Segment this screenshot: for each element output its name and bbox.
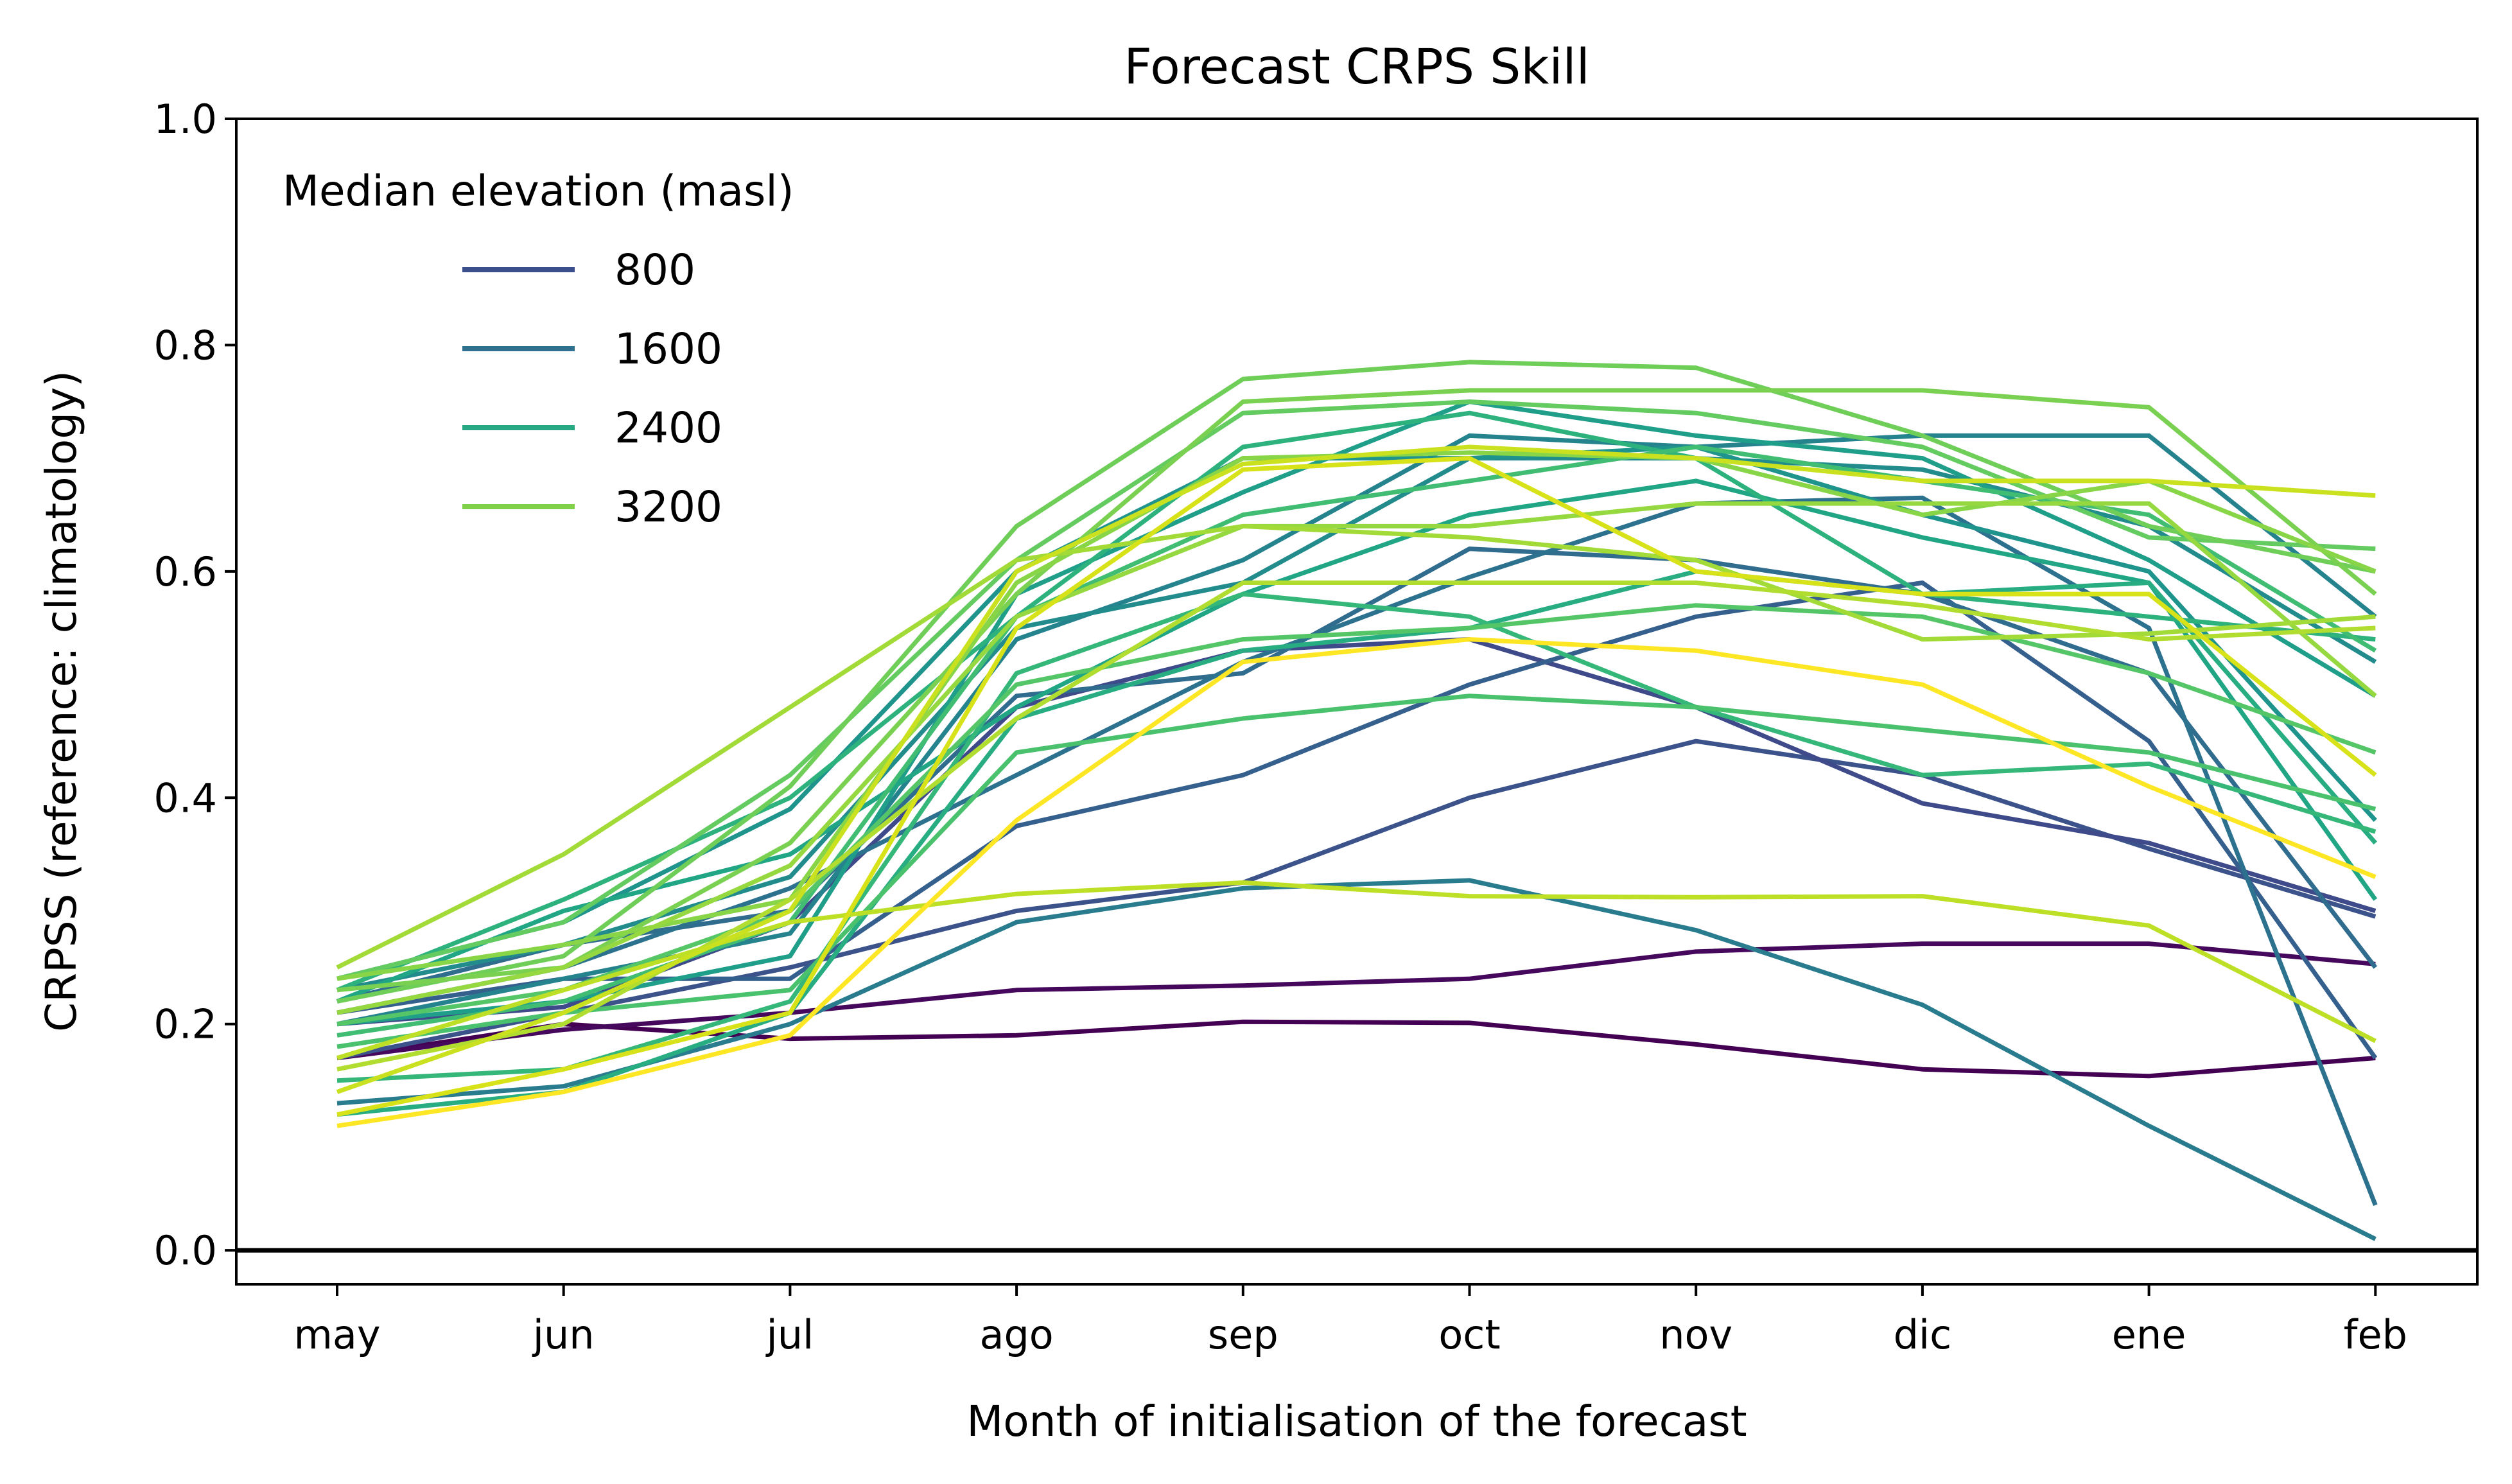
- x-tick-label: ago: [979, 1311, 1053, 1358]
- series-line-1: [336, 941, 2376, 1061]
- x-axis: may jun jul ago sep oct nov dic ene feb: [293, 1284, 2407, 1358]
- x-tick-label: ene: [2112, 1311, 2186, 1358]
- x-tick-label: jun: [532, 1311, 595, 1358]
- x-tick-label: may: [293, 1311, 380, 1358]
- series-line-3: [336, 637, 2377, 1027]
- series-line-12: [336, 478, 2378, 1004]
- series-line-27: [336, 444, 2376, 1094]
- series-line-17: [336, 694, 2377, 1049]
- series-line-24: [336, 523, 2376, 970]
- series-line-26: [336, 880, 2377, 1060]
- plot-lines: [336, 360, 2378, 1241]
- series-line-18: [336, 603, 2377, 1027]
- series-line-6: [336, 495, 2378, 1206]
- series-line-7: [336, 878, 2377, 1241]
- series-line-15: [336, 591, 2377, 1083]
- x-axis-label: Month of initialisation of the forecast: [966, 1397, 1747, 1446]
- series-line-21: [336, 388, 2377, 993]
- x-tick-label: jul: [765, 1311, 814, 1358]
- x-tick-label: oct: [1438, 1311, 1500, 1358]
- y-axis-label: CRPSS (reference: climatology): [37, 371, 86, 1032]
- legend-title: Median elevation (masl): [283, 166, 794, 216]
- legend-label: 2400: [615, 403, 722, 453]
- y-axis: 0.0 0.2 0.4 0.6 0.8 1.0: [153, 96, 236, 1274]
- series-line-10: [336, 444, 2377, 981]
- y-tick-label: 0.8: [153, 322, 217, 369]
- y-tick-label: 0.0: [153, 1227, 217, 1274]
- x-tick-label: feb: [2344, 1311, 2407, 1358]
- y-tick-label: 0.6: [153, 548, 217, 595]
- x-tick-label: nov: [1659, 1311, 1732, 1358]
- series-line-2: [336, 738, 2377, 1061]
- series-line-19: [336, 399, 2376, 981]
- series-line-0: [336, 1019, 2376, 1079]
- series-line-28: [336, 456, 2377, 1117]
- series-line-23: [336, 501, 2377, 1015]
- y-tick-label: 0.2: [153, 1001, 217, 1048]
- series-line-11: [336, 399, 2377, 1027]
- plot-frame: [235, 118, 2479, 1286]
- y-tick-label: 1.0: [153, 96, 217, 143]
- x-tick-label: sep: [1208, 1311, 1278, 1358]
- x-tick-label: dic: [1894, 1311, 1952, 1358]
- y-tick-label: 0.4: [153, 774, 217, 821]
- legend-label: 3200: [615, 482, 722, 532]
- legend-label: 800: [615, 245, 695, 295]
- legend-entries: 800 1600 2400 3200: [462, 245, 722, 532]
- legend-label: 1600: [615, 324, 722, 374]
- chart-title: Forecast CRPS Skill: [1124, 38, 1589, 95]
- series-line-13: [336, 569, 2377, 1117]
- series-line-29: [336, 637, 2377, 1128]
- legend: Median elevation (masl) 800 1600 2400 3200: [283, 166, 794, 532]
